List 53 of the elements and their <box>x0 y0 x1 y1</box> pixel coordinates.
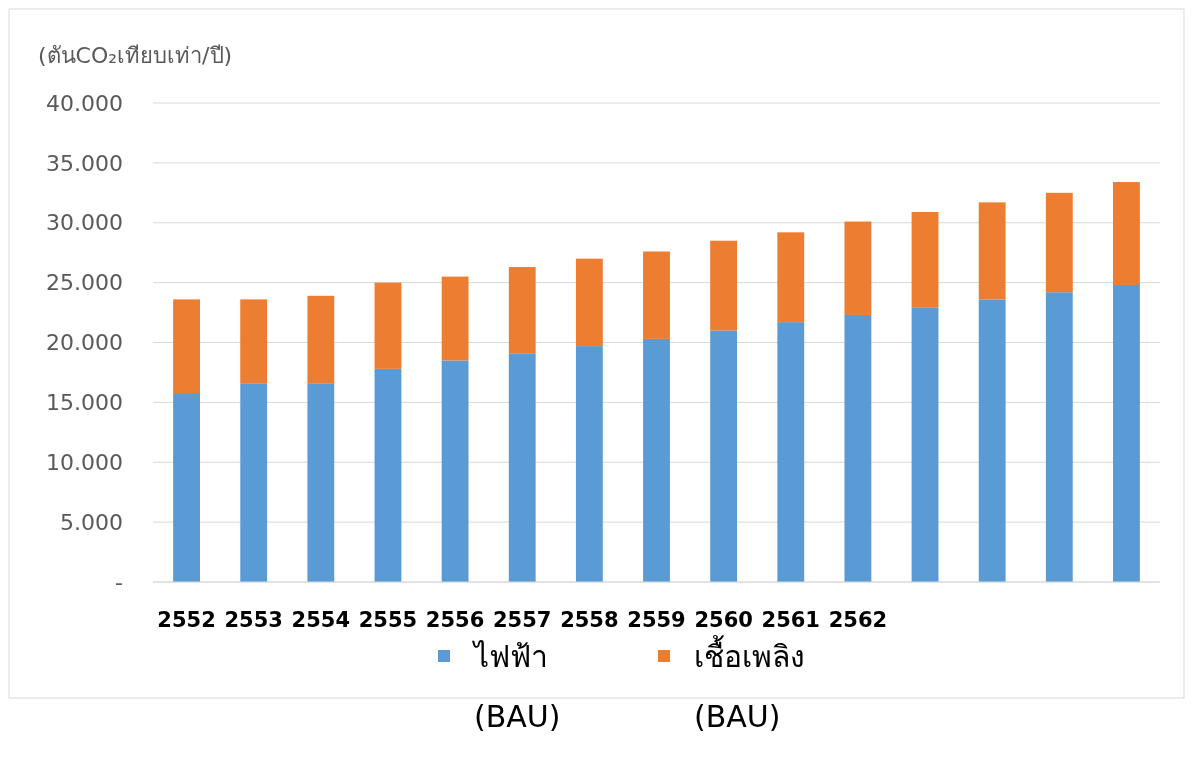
x-tick-label: 2560 <box>694 608 753 632</box>
bar <box>777 232 805 323</box>
x-tick-label: 2561 <box>761 608 820 632</box>
x-tick-label: 2562 <box>828 608 888 632</box>
bar <box>575 346 603 582</box>
bar <box>710 240 738 331</box>
bar <box>643 251 670 339</box>
bar <box>1045 192 1073 293</box>
x-tick-label: 2554 <box>291 608 351 632</box>
bar <box>911 211 939 308</box>
bar <box>240 383 268 582</box>
y-tick-label: 20.000 <box>46 330 123 356</box>
bar <box>978 202 1006 300</box>
bar <box>575 258 603 347</box>
y-tick-label: 25.000 <box>46 270 123 296</box>
y-tick-label: 15.000 <box>46 390 123 416</box>
bar <box>374 282 402 369</box>
bar <box>643 338 670 582</box>
y-tick-label: 5.000 <box>60 509 123 535</box>
bar <box>710 330 738 582</box>
bar <box>441 360 469 582</box>
bar <box>1045 292 1073 582</box>
x-tick-label: 2559 <box>627 608 686 632</box>
y-tick-label: 40.000 <box>46 90 123 116</box>
bar <box>508 353 536 582</box>
bar <box>911 307 939 582</box>
bar <box>777 322 805 582</box>
x-tick-label: 2552 <box>157 608 216 632</box>
x-tick-label: 2555 <box>358 608 418 632</box>
bar <box>173 393 200 582</box>
bar <box>307 383 335 582</box>
bar <box>374 368 402 582</box>
bar <box>844 221 872 315</box>
x-tick-label: 2556 <box>425 608 485 632</box>
x-tick-label: 2553 <box>224 608 283 632</box>
y-tick-label: 10.000 <box>46 449 123 475</box>
x-tick-label: 2558 <box>560 608 619 632</box>
bar <box>240 299 268 384</box>
y-tick-label: 30.000 <box>46 210 123 236</box>
x-tick-label: 2557 <box>493 608 552 632</box>
bar <box>307 295 335 384</box>
bar <box>844 314 872 582</box>
bar <box>508 267 536 354</box>
y-axis-title: (ตันCO₂เทียบเท่า/ปี) <box>38 43 233 68</box>
bar <box>1113 182 1140 286</box>
bar <box>173 299 200 394</box>
legend-label: ไฟฟ้า (BAU) <box>472 639 561 734</box>
bar <box>441 276 469 361</box>
legend-label: เชื้อเพลิง (BAU) <box>694 635 805 734</box>
bar <box>1113 285 1140 582</box>
bar <box>978 299 1006 582</box>
y-tick-label: - <box>115 569 123 595</box>
y-tick-label: 35.000 <box>46 150 123 176</box>
